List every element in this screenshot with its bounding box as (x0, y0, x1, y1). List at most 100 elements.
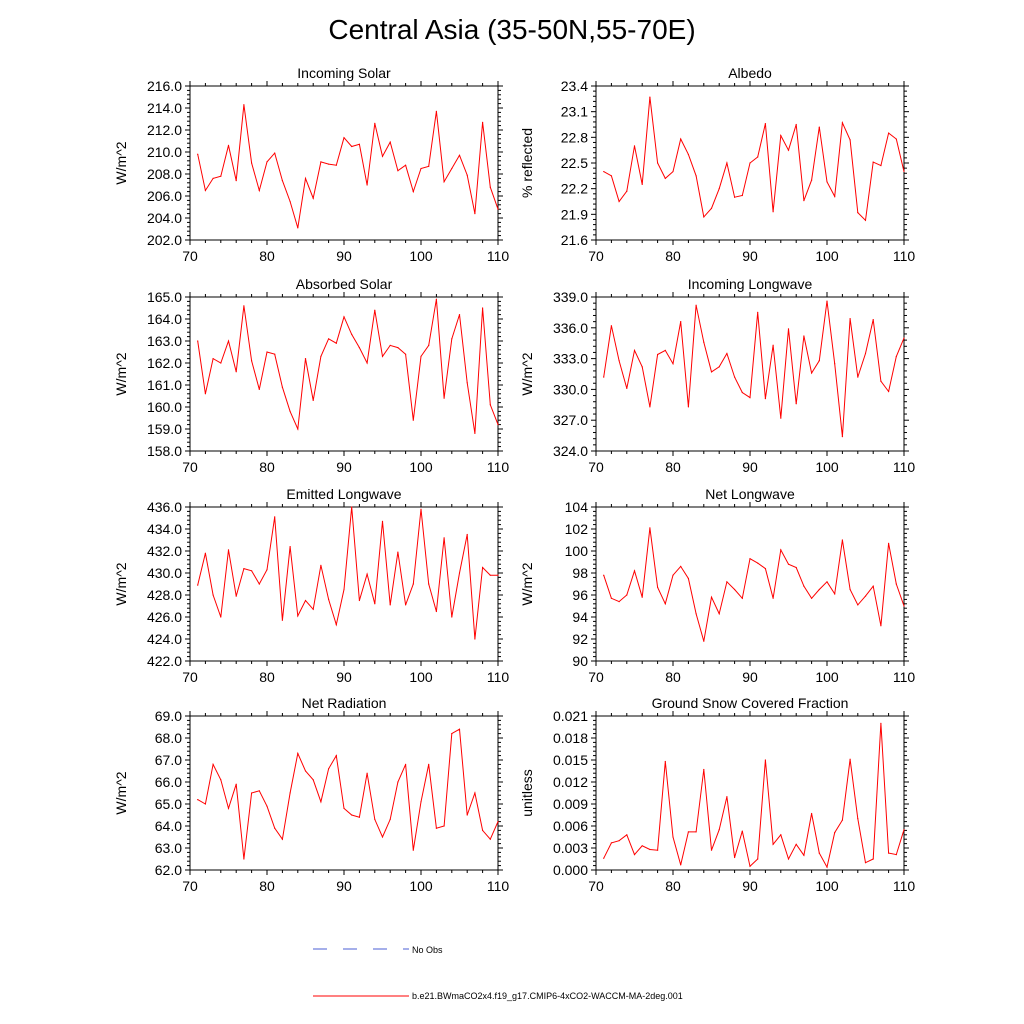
data-point (695, 304, 697, 306)
y-tick-label: 214.0 (147, 100, 182, 116)
data-point (649, 527, 651, 529)
data-point (412, 419, 414, 421)
data-point (780, 135, 782, 137)
page-title: Central Asia (35-50N,55-70E) (328, 14, 696, 45)
data-point (857, 212, 859, 214)
data-point (197, 340, 199, 342)
series-line (197, 104, 499, 229)
data-point (649, 96, 651, 98)
data-point (251, 162, 253, 164)
data-point (672, 836, 674, 838)
data-point (657, 586, 659, 588)
data-point (381, 355, 384, 357)
series-line (603, 301, 905, 437)
data-point (366, 573, 368, 575)
data-point (841, 539, 844, 541)
data-point (243, 104, 245, 106)
data-point (641, 366, 643, 368)
data-point (358, 347, 360, 349)
data-point (903, 829, 905, 831)
data-point (312, 197, 314, 199)
y-tick-label: 22.5 (561, 155, 588, 171)
data-point (741, 391, 743, 394)
data-point (381, 836, 384, 838)
y-tick-label: 0.006 (553, 818, 588, 834)
x-tick-label: 110 (487, 248, 510, 264)
x-tick-label: 80 (259, 248, 275, 264)
x-tick-label: 110 (893, 878, 916, 894)
data-point (466, 382, 468, 384)
data-point (880, 164, 882, 167)
data-point (857, 604, 859, 606)
y-tick-label: 434.0 (147, 521, 182, 537)
data-point (420, 167, 422, 170)
data-point (811, 372, 813, 374)
y-tick-label: 22.8 (561, 129, 588, 145)
data-point (657, 162, 659, 164)
data-point (857, 818, 859, 820)
data-point (458, 314, 461, 316)
x-tick-label: 100 (815, 248, 839, 264)
data-point (787, 858, 790, 860)
y-tick-label: 65.0 (155, 796, 182, 812)
data-point (420, 355, 422, 357)
panel-title: Albedo (728, 65, 772, 81)
data-point (741, 597, 743, 599)
data-point (458, 154, 461, 156)
panel-title: Incoming Solar (297, 65, 391, 81)
data-point (366, 184, 368, 186)
y-tick-label: 98 (572, 565, 588, 581)
data-point (312, 399, 314, 401)
y-tick-label: 0.021 (553, 708, 588, 724)
data-point (389, 818, 391, 821)
data-point (703, 216, 705, 218)
data-point (633, 145, 636, 147)
data-point (795, 843, 797, 845)
y-tick-label: 424.0 (147, 631, 182, 647)
data-point (633, 349, 636, 351)
data-point (474, 638, 476, 640)
x-tick-label: 110 (893, 248, 916, 264)
y-tick-label: 23.1 (561, 104, 588, 120)
data-point (880, 380, 882, 382)
x-tick-label: 70 (182, 878, 198, 894)
data-point (764, 568, 767, 570)
legend: No Obs b.e21.BWmaCO2x4.f19_g17.CMIP6-4xCO… (313, 945, 683, 1001)
data-point (397, 347, 399, 349)
series-line (603, 723, 905, 869)
y-tick-label: 208.0 (147, 166, 182, 182)
data-point (764, 398, 767, 400)
data-point (895, 138, 897, 140)
data-point (304, 358, 307, 360)
data-point (664, 760, 666, 763)
data-point (204, 552, 206, 554)
x-tick-label: 80 (665, 248, 681, 264)
data-point (610, 842, 613, 844)
data-point (603, 170, 605, 173)
data-point (251, 360, 253, 362)
data-point (841, 819, 844, 821)
data-point (718, 188, 720, 190)
data-point (718, 366, 720, 368)
data-point (482, 121, 484, 123)
data-point (603, 857, 605, 859)
data-point (880, 722, 882, 724)
data-point (749, 865, 751, 867)
data-point (266, 805, 268, 807)
y-tick-label: 158.0 (147, 443, 182, 459)
data-point (849, 588, 851, 591)
data-point (872, 318, 874, 321)
x-tick-label: 110 (487, 878, 510, 894)
y-tick-label: 68.0 (155, 730, 182, 746)
data-point (803, 585, 805, 587)
data-point (626, 594, 628, 596)
x-tick-label: 110 (893, 669, 916, 685)
y-tick-label: 422.0 (147, 653, 182, 669)
data-point (718, 613, 720, 615)
data-point (212, 763, 214, 766)
data-point (811, 179, 813, 181)
x-tick-label: 80 (259, 459, 275, 475)
data-point (304, 770, 307, 772)
data-point (374, 603, 376, 605)
data-point (474, 792, 476, 794)
